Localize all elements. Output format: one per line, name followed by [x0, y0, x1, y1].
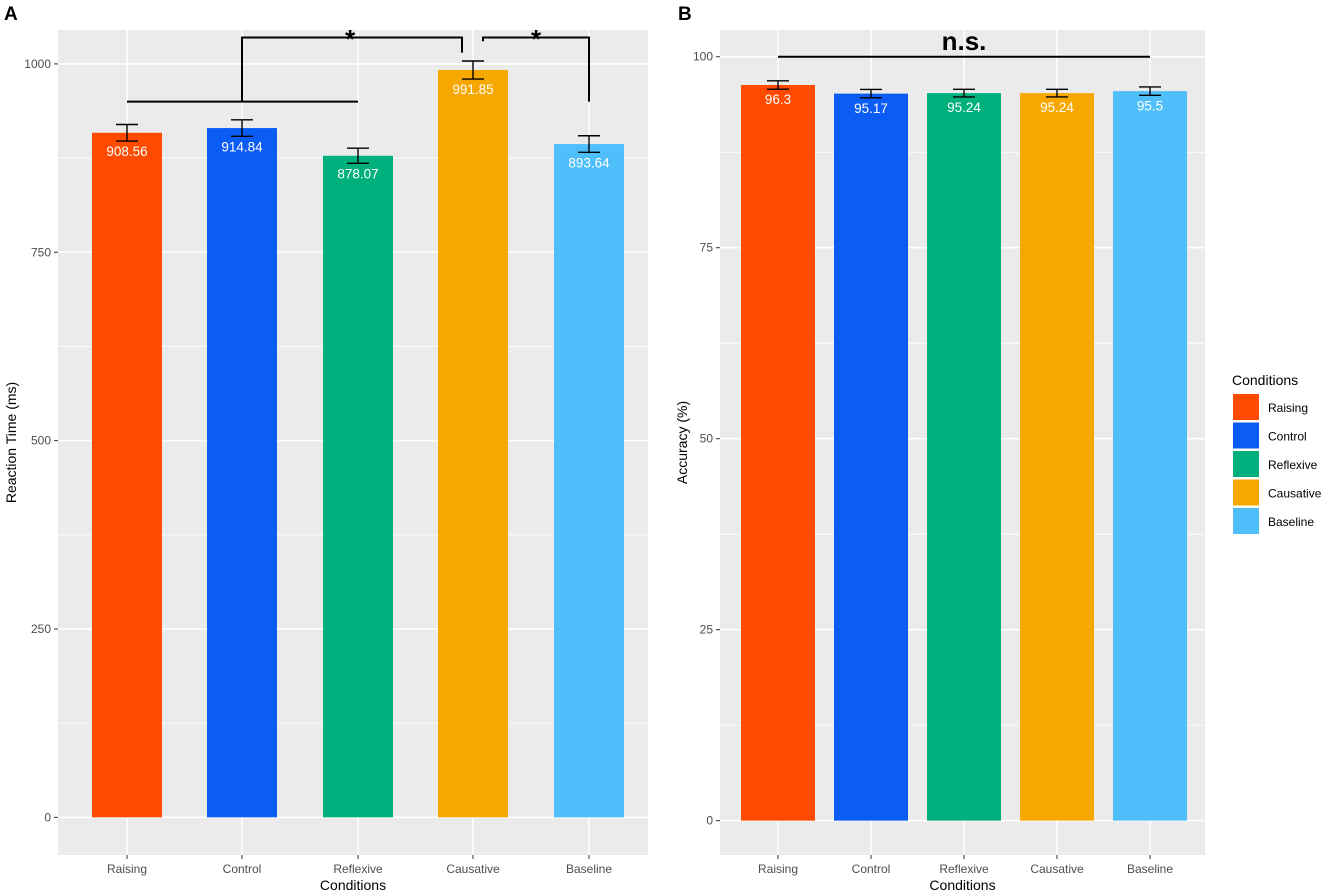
- panel-a-x-axis-title: Conditions: [320, 877, 386, 893]
- panel-a-value-label: 893.64: [568, 155, 610, 170]
- panel-a-y-tick-label: 750: [31, 245, 51, 259]
- panel-b-value-label: 95.24: [1040, 100, 1074, 115]
- panel-a-y-tick-label: 0: [44, 810, 51, 824]
- panel-a-value-label: 991.85: [452, 82, 493, 97]
- panel-a-bar-raising: [92, 132, 162, 818]
- panel-a-y-tick-label: 250: [31, 622, 51, 636]
- panel-b-bar-baseline: [1113, 91, 1187, 821]
- panel-b-y-tick-label: 75: [700, 241, 714, 255]
- legend-label-reflexive: Reflexive: [1268, 458, 1318, 472]
- panel-a-x-tick-label: Control: [223, 862, 262, 876]
- panel-b-significance-label: n.s.: [942, 26, 987, 56]
- panel-b-bar-reflexive: [927, 93, 1001, 821]
- panel-b-value-label: 95.5: [1137, 98, 1163, 113]
- panel-a-x-tick-label: Causative: [446, 862, 500, 876]
- panel-b-x-tick-label: Control: [852, 862, 891, 876]
- panel-a-x-tick-label: Baseline: [566, 862, 612, 876]
- panel-b-value-label: 95.17: [854, 101, 888, 116]
- panel-b-y-tick-label: 0: [706, 814, 713, 828]
- panel-a-bar-causative: [438, 70, 508, 818]
- panel-a-significance-label: *: [531, 24, 542, 54]
- panel-b-bar-causative: [1020, 93, 1094, 821]
- legend-label-causative: Causative: [1268, 487, 1322, 501]
- panel-b-letter: B: [678, 4, 692, 25]
- panel-b-x-axis-title: Conditions: [929, 877, 995, 893]
- legend-label-control: Control: [1268, 430, 1307, 444]
- legend-swatch-causative: [1233, 479, 1259, 506]
- panel-a-bar-control: [207, 128, 277, 818]
- panel-b-y-tick-label: 50: [700, 432, 714, 446]
- panel-b-x-tick-label: Reflexive: [939, 862, 989, 876]
- legend-swatch-raising: [1233, 394, 1259, 420]
- legend-label-baseline: Baseline: [1268, 515, 1314, 529]
- panel-b-x-tick-label: Raising: [758, 862, 798, 876]
- panel-a-bar-reflexive: [323, 155, 393, 818]
- panel-b-x-tick-label: Causative: [1030, 862, 1084, 876]
- legend-swatch-control: [1233, 422, 1259, 449]
- legend-swatch-baseline: [1233, 508, 1259, 534]
- panel-a-y-axis-title: Reaction Time (ms): [3, 382, 19, 503]
- panel-b-x-tick-label: Baseline: [1127, 862, 1173, 876]
- panel-a-y-tick-label: 500: [31, 434, 51, 448]
- panel-a-letter: A: [4, 4, 18, 25]
- panel-b-y-axis-title: Accuracy (%): [674, 401, 690, 484]
- panel-b-value-label: 95.24: [947, 100, 981, 115]
- panel-b-y-tick-label: 100: [693, 50, 713, 64]
- panel-b-bar-control: [834, 93, 908, 821]
- panel-b-value-label: 96.3: [765, 92, 791, 107]
- panel-a-y-tick-label: 1000: [24, 57, 51, 71]
- panel-a-significance-label: *: [345, 24, 356, 54]
- legend-swatch-reflexive: [1233, 451, 1259, 477]
- legend-title: Conditions: [1232, 372, 1298, 388]
- panel-a-bar-baseline: [554, 144, 624, 818]
- panel-a-value-label: 878.07: [337, 166, 378, 181]
- legend-label-raising: Raising: [1268, 401, 1308, 415]
- panel-a-value-label: 914.84: [221, 139, 263, 154]
- panel-a-significance-bracket: [241, 36, 463, 102]
- panel-a-x-tick-label: Raising: [107, 862, 147, 876]
- panel-a-x-tick-label: Reflexive: [333, 862, 383, 876]
- panel-b-bar-raising: [741, 85, 815, 821]
- panel-a-significance-bracket: [482, 36, 590, 102]
- panel-b-y-tick-label: 25: [700, 623, 714, 637]
- panel-a-value-label: 908.56: [106, 144, 147, 159]
